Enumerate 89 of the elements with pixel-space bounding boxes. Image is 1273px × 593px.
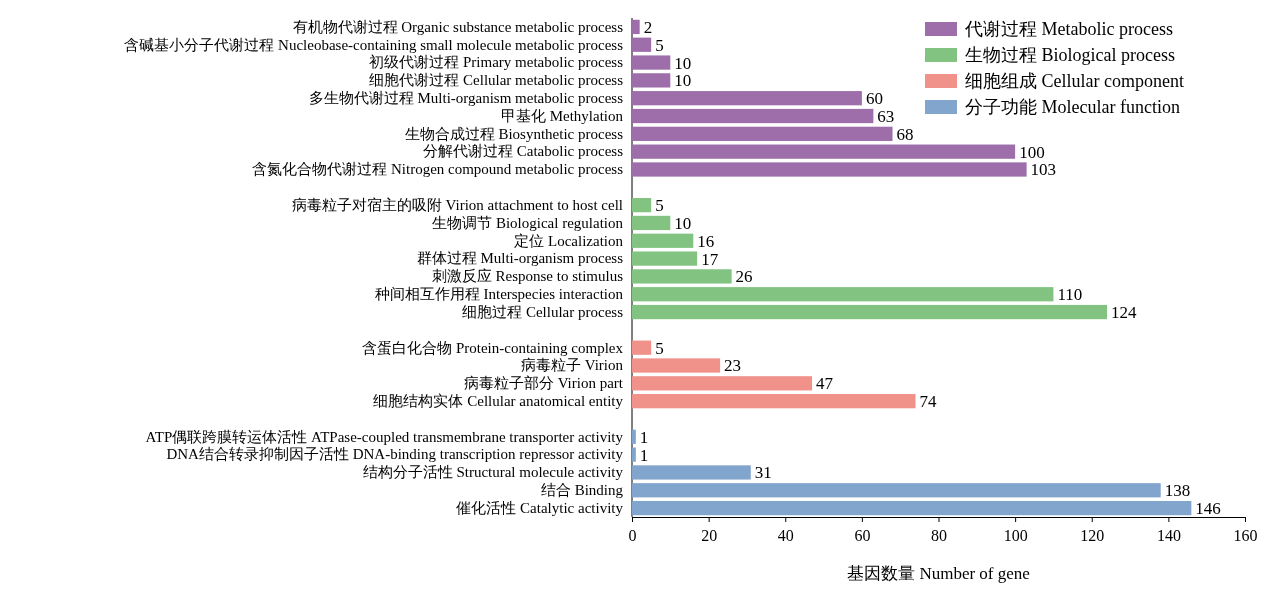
- y-tick-label: 定位 Localization: [514, 232, 624, 249]
- bar: [632, 55, 671, 70]
- bar: [632, 269, 732, 284]
- bar: [632, 429, 636, 444]
- bar: [632, 376, 813, 391]
- x-tick-label: 40: [777, 527, 794, 544]
- data-label: 74: [919, 392, 938, 412]
- bar: [632, 394, 916, 409]
- bar: [632, 251, 698, 266]
- data-label: 60: [865, 89, 883, 109]
- y-tick-label: 初级代谢过程 Primary metabolic process: [369, 54, 624, 71]
- bar: [632, 108, 874, 124]
- bar: [632, 73, 671, 88]
- bar: [632, 483, 1161, 498]
- data-label: 1: [639, 427, 649, 447]
- y-tick-label: 细胞过程 Cellular process: [462, 303, 624, 320]
- x-tick-label: 80: [931, 527, 947, 544]
- y-tick-label: 催化活性 Catalytic activity: [456, 499, 624, 516]
- bar: [632, 304, 1108, 320]
- data-label: 63: [877, 106, 895, 126]
- y-tick-label: ATP偶联跨膜转运体活性 ATPase-coupled transmembrane transporter activity: [145, 428, 624, 445]
- y-tick-label: 群体过程 Multi-organism process: [416, 250, 624, 267]
- data-label: 16: [697, 231, 715, 251]
- bar: [632, 19, 640, 35]
- data-label: 17: [701, 249, 719, 269]
- y-tick-label: 结合 Binding: [540, 482, 624, 499]
- data-label: 5: [655, 196, 664, 216]
- bar: [632, 37, 652, 52]
- legend-label: 生物过程 Biological process: [965, 45, 1175, 66]
- y-tick-label: 病毒粒子部分 Virion part: [463, 375, 624, 392]
- bar: [632, 144, 1016, 159]
- y-tick-label: 种间相互作用程 Interspecies interaction: [374, 286, 624, 303]
- bar: [632, 91, 862, 106]
- y-tick-label: 生物调节 Biological regulation: [432, 214, 624, 231]
- y-tick-label: 多生物代谢过程 Multi-organism metabolic process: [308, 90, 624, 106]
- y-tick-label: 细胞结构实体 Cellular anatomical entity: [373, 392, 624, 409]
- data-label: 26: [735, 267, 753, 287]
- x-tick-label: 160: [1233, 527, 1258, 544]
- data-label: 68: [896, 124, 914, 144]
- x-axis-title: 基因数量 Number of gene: [847, 564, 1030, 583]
- y-tick-label: 分解代谢过程 Catabolic process: [423, 143, 624, 160]
- bar: [632, 198, 652, 213]
- x-tick-label: 100: [1003, 527, 1028, 544]
- data-label: 1: [639, 445, 649, 465]
- data-label: 23: [724, 356, 742, 376]
- data-label: 146: [1195, 499, 1221, 519]
- data-label: 100: [1019, 142, 1045, 162]
- legend-label: 分子功能 Molecular function: [965, 97, 1180, 118]
- legend-label: 代谢过程 Metabolic process: [964, 19, 1173, 40]
- bar: [632, 126, 893, 141]
- bar: [632, 500, 1192, 516]
- y-tick-label: 结构分子活性 Structural molecule activity: [362, 464, 624, 481]
- bar: [632, 287, 1054, 302]
- bar: [632, 340, 652, 355]
- data-label: 10: [674, 53, 692, 73]
- bar: [632, 358, 721, 373]
- y-tick-label: 含蛋白化合物 Protein-containing complex: [362, 339, 624, 356]
- bar: [632, 465, 751, 480]
- x-tick-label: 20: [701, 527, 718, 544]
- data-label: 10: [674, 213, 692, 233]
- bar: [632, 233, 694, 248]
- data-label: 10: [674, 71, 692, 91]
- data-label: 138: [1164, 481, 1191, 501]
- bar: [632, 162, 1027, 177]
- x-tick-label: 0: [628, 527, 637, 544]
- legend-label: 细胞组成 Cellular component: [965, 71, 1184, 92]
- data-label: 5: [655, 338, 664, 358]
- x-tick-label: 120: [1080, 527, 1105, 544]
- y-tick-label: DNA结合转录抑制因子活性 DNA-binding transcription repressor activity: [166, 446, 624, 463]
- data-label: 5: [655, 35, 664, 55]
- y-tick-label: 生物合成过程 Biosynthetic process: [404, 125, 624, 142]
- y-tick-label: 刺激反应 Response to stimulus: [431, 268, 624, 285]
- y-tick-label: 含碱基小分子代谢过程 Nucleobase-containing small molecule metabolic process: [124, 36, 624, 53]
- y-tick-label: 细胞代谢过程 Cellular metabolic process: [369, 72, 624, 89]
- y-tick-label: 有机物代谢过程 Organic substance metabolic process: [292, 18, 624, 35]
- y-tick-label: 病毒粒子对宿主的吸附 Virion attachment to host cell: [291, 196, 623, 213]
- y-tick-label: 含氮化合物代谢过程 Nitrogen compound metabolic process: [252, 161, 624, 178]
- data-label: 103: [1030, 160, 1057, 180]
- bar: [632, 215, 671, 231]
- data-label: 2: [643, 17, 653, 37]
- y-tick-label: 病毒粒子 Virion: [520, 357, 624, 374]
- data-label: 47: [816, 374, 834, 394]
- data-label: 31: [754, 463, 772, 483]
- y-tick-label: 甲基化 Methylation: [500, 107, 624, 124]
- x-tick-label: 140: [1156, 527, 1181, 544]
- x-tick-label: 60: [854, 527, 871, 544]
- bar: [632, 447, 636, 462]
- data-label: 124: [1111, 303, 1138, 322]
- data-label: 110: [1057, 285, 1083, 305]
